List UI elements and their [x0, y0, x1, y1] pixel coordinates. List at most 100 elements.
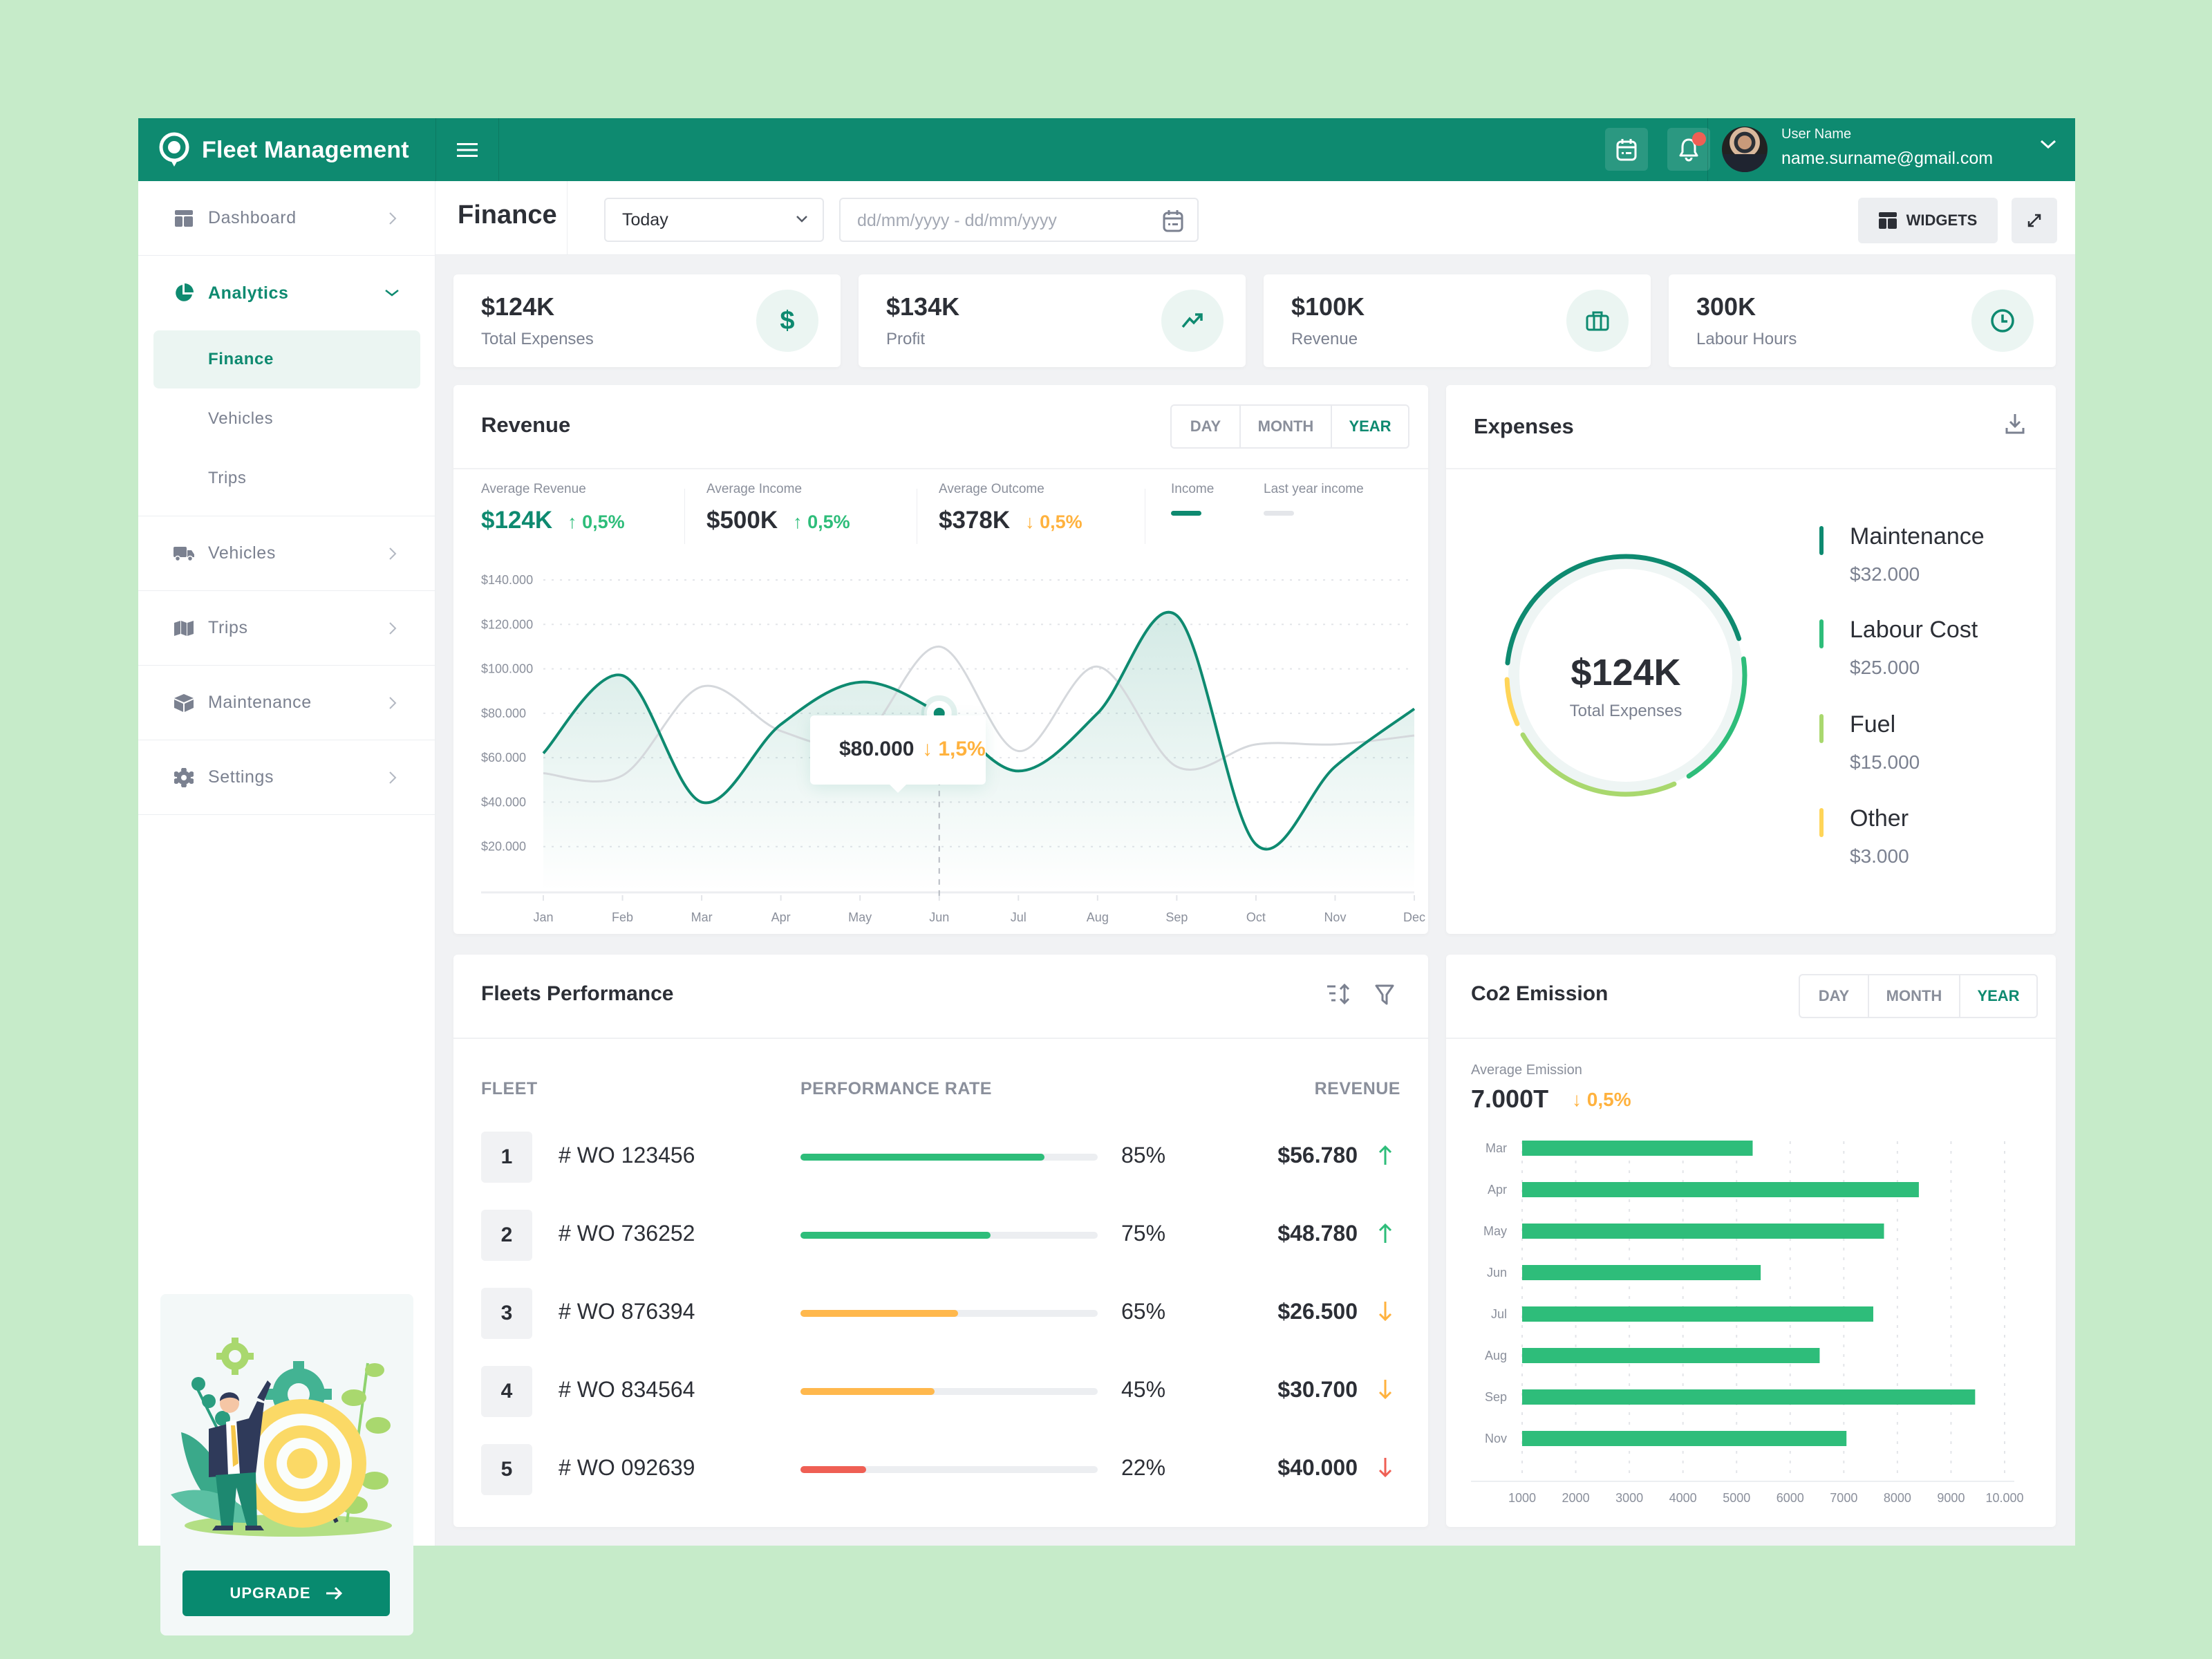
tab-year[interactable]: YEAR [1977, 987, 2020, 1004]
performance-bar [800, 1388, 1098, 1395]
dashboard-icon [173, 209, 195, 228]
tab-month[interactable]: MONTH [1869, 975, 1960, 1017]
legend-swatch [1819, 526, 1824, 555]
tab-day[interactable]: DAY [1800, 975, 1869, 1017]
sidebar-subitem-vehicles[interactable]: Vehicles [153, 390, 420, 448]
expand-icon [2027, 214, 2041, 227]
sort-icon[interactable] [1326, 984, 1352, 1004]
kpi-label: Average Revenue [481, 482, 586, 496]
sidebar-item-vehicles[interactable]: Vehicles [138, 516, 435, 591]
kpi-value: $124K [481, 507, 553, 534]
sidebar: Dashboard Analytics Finance Vehicles Tri… [138, 181, 435, 1635]
legend-income[interactable]: Income [1171, 482, 1214, 516]
sidebar-item-trips[interactable]: Trips [138, 591, 435, 666]
expenses-card: Expenses $124K Total Expenses Maintenanc… [1446, 385, 2056, 934]
briefcase-icon [1566, 290, 1629, 352]
tab-year[interactable]: YEAR [1349, 418, 1391, 435]
performance-rate: 85% [1121, 1143, 1166, 1168]
download-icon[interactable] [2005, 413, 2025, 435]
tab-day[interactable]: DAY [1172, 406, 1241, 447]
expenses-donut-chart[interactable] [1488, 537, 1764, 814]
widgets-icon [1878, 212, 1897, 229]
sidebar-item-settings[interactable]: Settings [138, 740, 435, 815]
period-select[interactable]: Today [604, 198, 824, 242]
revenue-card: Revenue DAY MONTH YEAR Average Revenue $… [453, 385, 1428, 934]
upgrade-button[interactable]: UPGRADE [182, 1571, 390, 1616]
divider [567, 181, 568, 255]
legend-swatch [1264, 511, 1294, 516]
avatar [1722, 126, 1768, 172]
legend-swatch [1819, 619, 1824, 648]
fleet-rank: 2 [481, 1210, 532, 1261]
kpi-label: Average Income [706, 482, 803, 496]
menu-button[interactable] [435, 118, 499, 181]
avg-emission-delta: ↓ 0,5% [1572, 1089, 1631, 1110]
performance-rate: 65% [1121, 1299, 1166, 1324]
stat-value: 300K [1696, 292, 1756, 321]
tooltip-arrow [890, 785, 906, 793]
arrow-down-icon [1377, 1300, 1394, 1326]
kpi-value: $500K [706, 507, 778, 534]
arrow-down-icon [1377, 1456, 1394, 1482]
table-row[interactable]: 3 # WO 876394 65% $26.500 [481, 1288, 1394, 1339]
stat-card-total-expenses: $124K Total Expenses $ [453, 274, 841, 367]
sidebar-subitem-label: Finance [208, 350, 274, 368]
performance-rate: 75% [1121, 1221, 1166, 1246]
user-menu[interactable]: User Name name.surname@gmail.com [1707, 118, 2075, 181]
divider [1446, 468, 2056, 469]
sidebar-item-dashboard[interactable]: Dashboard [138, 181, 435, 256]
svg-text:$20.000: $20.000 [481, 840, 526, 854]
fleet-id: # WO 092639 [559, 1455, 695, 1480]
svg-text:Nov: Nov [1324, 910, 1346, 924]
table-row[interactable]: 4 # WO 834564 45% $30.700 [481, 1366, 1394, 1417]
divider [453, 468, 1428, 469]
page-title: Finance [458, 200, 557, 229]
card-title: Fleets Performance [481, 982, 674, 1005]
fleet-revenue: $48.780 [1277, 1221, 1358, 1246]
table-row[interactable]: 2 # WO 736252 75% $48.780 [481, 1210, 1394, 1261]
fleet-rank: 4 [481, 1366, 532, 1417]
sidebar-subitem-trips[interactable]: Trips [153, 449, 420, 507]
legend-amount: $15.000 [1850, 751, 1920, 773]
column-header-fleet[interactable]: FLEET [481, 1079, 538, 1098]
table-row[interactable]: 1 # WO 123456 85% $56.780 [481, 1132, 1394, 1183]
kpi-average-outcome: Average Outcome $378K ↓ 0,5% [939, 482, 1082, 534]
tab-month[interactable]: MONTH [1241, 406, 1332, 447]
sidebar-item-label: Analytics [208, 283, 289, 303]
legend-swatch [1819, 808, 1824, 837]
fleet-rank: 3 [481, 1288, 532, 1339]
kpi-value: $378K [939, 507, 1011, 534]
arrow-down-icon [1377, 1378, 1394, 1404]
sidebar-item-analytics[interactable]: Analytics [138, 256, 435, 330]
stat-label: Profit [886, 330, 926, 348]
legend-name: Fuel [1850, 711, 1896, 738]
dollar-icon: $ [756, 290, 818, 352]
divider [684, 489, 685, 544]
fullscreen-button[interactable] [2012, 198, 2057, 243]
kpi-delta: ↑ 0,5% [793, 512, 850, 532]
calendar-icon[interactable] [1163, 209, 1183, 232]
calendar-button[interactable] [1605, 128, 1648, 171]
box-icon [173, 693, 195, 713]
sidebar-item-maintenance[interactable]: Maintenance [138, 666, 435, 740]
sidebar-subitem-finance[interactable]: Finance [153, 330, 420, 388]
co2-bar-chart[interactable]: 1000 2000 3000 4000 5000 6000 7000 8000 9000 10.0… [1446, 1127, 2056, 1515]
stat-card-revenue: $100K Revenue [1264, 274, 1651, 367]
column-header-performance[interactable]: PERFORMANCE RATE [800, 1079, 992, 1098]
svg-text:Aug: Aug [1087, 910, 1109, 924]
svg-text:2000: 2000 [1562, 1491, 1590, 1505]
kpi-delta: ↓ 0,5% [1025, 512, 1082, 532]
table-row[interactable]: 5 # WO 092639 22% $40.000 [481, 1444, 1394, 1495]
notifications-button[interactable] [1667, 128, 1710, 171]
chevron-down-icon[interactable] [2039, 139, 2057, 150]
filter-icon[interactable] [1374, 984, 1395, 1006]
legend-amount: $3.000 [1850, 845, 1909, 867]
widgets-button[interactable]: WIDGETS [1858, 198, 1998, 243]
date-range-input[interactable]: dd/mm/yyyy - dd/mm/yyyy [839, 198, 1199, 242]
brand[interactable]: Fleet Management [158, 132, 409, 168]
column-header-revenue[interactable]: REVENUE [1314, 1079, 1400, 1098]
svg-text:3000: 3000 [1615, 1491, 1643, 1505]
legend-label: Last year income [1264, 482, 1364, 496]
period-select-value: Today [622, 210, 668, 229]
legend-last-year[interactable]: Last year income [1264, 482, 1364, 516]
